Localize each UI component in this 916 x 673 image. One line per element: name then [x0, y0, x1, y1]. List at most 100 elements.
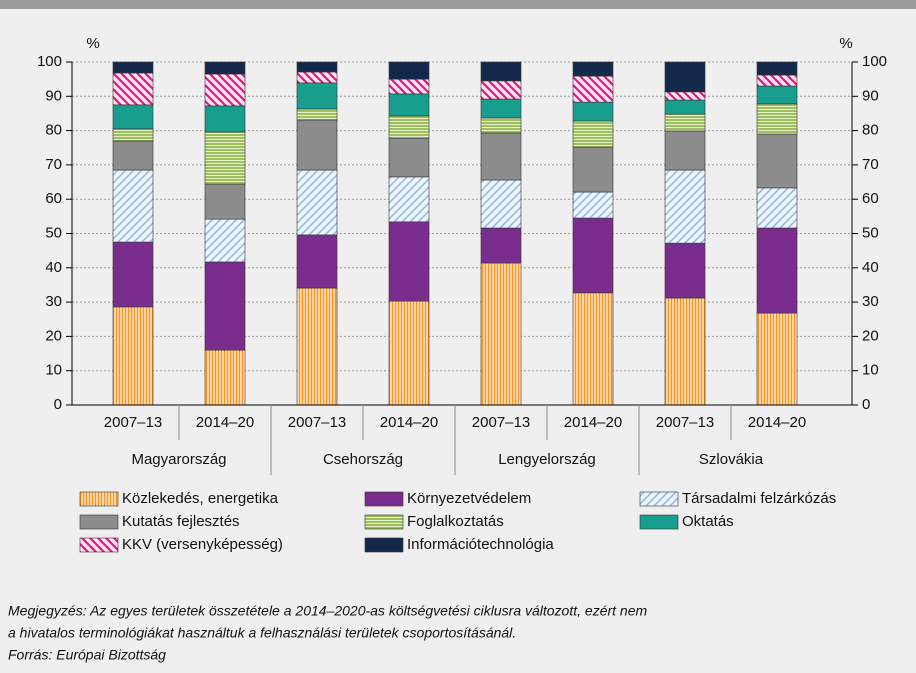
legend-swatch	[79, 537, 119, 553]
legend-label: KKV (versenyképesség)	[122, 536, 283, 553]
y-tick-label: 60	[45, 190, 62, 207]
bar-segment	[204, 61, 246, 75]
legend-swatch	[639, 491, 679, 507]
bar-segment	[204, 349, 246, 406]
bar-segment	[480, 117, 522, 134]
bar-segment	[480, 179, 522, 229]
legend-label: Foglalkoztatás	[407, 513, 504, 530]
bar-segment	[756, 61, 798, 76]
legend-swatch	[79, 491, 119, 507]
bar-segment	[756, 312, 798, 406]
y2-tick-label: 50	[862, 224, 879, 241]
bar-segment	[664, 130, 706, 171]
y2-tick-label: 100	[862, 53, 887, 70]
y-tick-label: 50	[45, 224, 62, 241]
y-tick-label: 70	[45, 156, 62, 173]
bar-segment	[388, 137, 430, 178]
y2-tick-label: 70	[862, 156, 879, 173]
x-tick-label: 2014–20	[380, 414, 438, 431]
bar-segment	[296, 169, 338, 236]
bar-segment	[664, 113, 706, 132]
bar-segment	[572, 61, 614, 77]
bar-segment	[756, 187, 798, 229]
bar-segment	[572, 191, 614, 219]
bar-segment	[112, 61, 154, 74]
y-tick-label: 90	[45, 87, 62, 104]
note: Megjegyzés: Az egyes területek összetéte…	[8, 603, 647, 619]
legend-label: Környezetvédelem	[407, 490, 531, 507]
bar-segment	[204, 131, 246, 185]
top-stripe	[0, 0, 916, 9]
legend-label: Oktatás	[682, 513, 734, 530]
bar-segment	[204, 105, 246, 133]
bar-segment	[756, 85, 798, 105]
bar-segment	[480, 227, 522, 264]
legend-swatch	[364, 537, 404, 553]
y2-tick-label: 60	[862, 190, 879, 207]
legend-swatch	[364, 514, 404, 530]
bar-segment	[112, 140, 154, 171]
bar-segment	[388, 61, 430, 80]
y-tick-label: 40	[45, 259, 62, 276]
bar-segment	[664, 169, 706, 244]
y-tick-label: 20	[45, 327, 62, 344]
bar-segment	[296, 234, 338, 289]
x-tick-label: 2014–20	[564, 414, 622, 431]
bar-segment	[664, 91, 706, 101]
bar-segment	[112, 72, 154, 106]
bar-segment	[480, 132, 522, 181]
bar-segment	[572, 217, 614, 294]
bar-segment	[756, 74, 798, 87]
bar-segment	[296, 82, 338, 110]
bar-segment	[388, 176, 430, 223]
bar-segment	[112, 169, 154, 243]
bar-segment	[388, 300, 430, 406]
y-tick-label: 10	[45, 362, 62, 379]
bar-segment	[388, 78, 430, 95]
bar-segment	[664, 99, 706, 115]
bar-segment	[296, 61, 338, 73]
bar-segment	[572, 75, 614, 103]
bar-segment	[480, 98, 522, 119]
bar-segment	[112, 128, 154, 142]
x-tick-label: 2007–13	[288, 414, 346, 431]
y2-tick-label: 0	[862, 396, 870, 413]
bar-segment	[480, 262, 522, 406]
bar-segment	[204, 183, 246, 220]
bar-segment	[664, 242, 706, 299]
y-tick-label: 100	[37, 53, 62, 70]
y2-tick-label: 20	[862, 327, 879, 344]
bar-segment	[112, 306, 154, 406]
y-tick-label: 30	[45, 293, 62, 310]
x-tick-label: 2007–13	[104, 414, 162, 431]
x-tick-label: 2007–13	[656, 414, 714, 431]
bar-segment	[756, 103, 798, 135]
bar-segment	[204, 261, 246, 351]
bar-segment	[756, 133, 798, 189]
legend-label: Közlekedés, energetika	[122, 490, 279, 507]
bar-segment	[572, 292, 614, 406]
bar-segment	[480, 61, 522, 82]
bar-segment	[204, 218, 246, 263]
bar-segment	[572, 146, 614, 193]
bar-segment	[756, 227, 798, 314]
group-label: Szlovákia	[699, 451, 764, 468]
y2-axis-label: %	[839, 35, 852, 52]
bar-segment	[664, 61, 706, 93]
group-label: Csehország	[323, 451, 403, 468]
legend-swatch	[364, 491, 404, 507]
y-tick-label: 0	[54, 396, 62, 413]
y2-tick-label: 90	[862, 87, 879, 104]
legend-label: Információtechnológia	[407, 536, 554, 553]
bar-segment	[296, 108, 338, 121]
bar-segment	[572, 120, 614, 148]
bar-segment	[388, 93, 430, 117]
bar-segment	[572, 101, 614, 122]
bar-segment	[112, 104, 154, 130]
y2-tick-label: 40	[862, 259, 879, 276]
note: a hivatalos terminológiákat használtuk a…	[8, 625, 516, 641]
bar-segment	[480, 80, 522, 100]
bar-segment	[112, 241, 154, 308]
note: Forrás: Európai Bizottság	[8, 647, 166, 663]
